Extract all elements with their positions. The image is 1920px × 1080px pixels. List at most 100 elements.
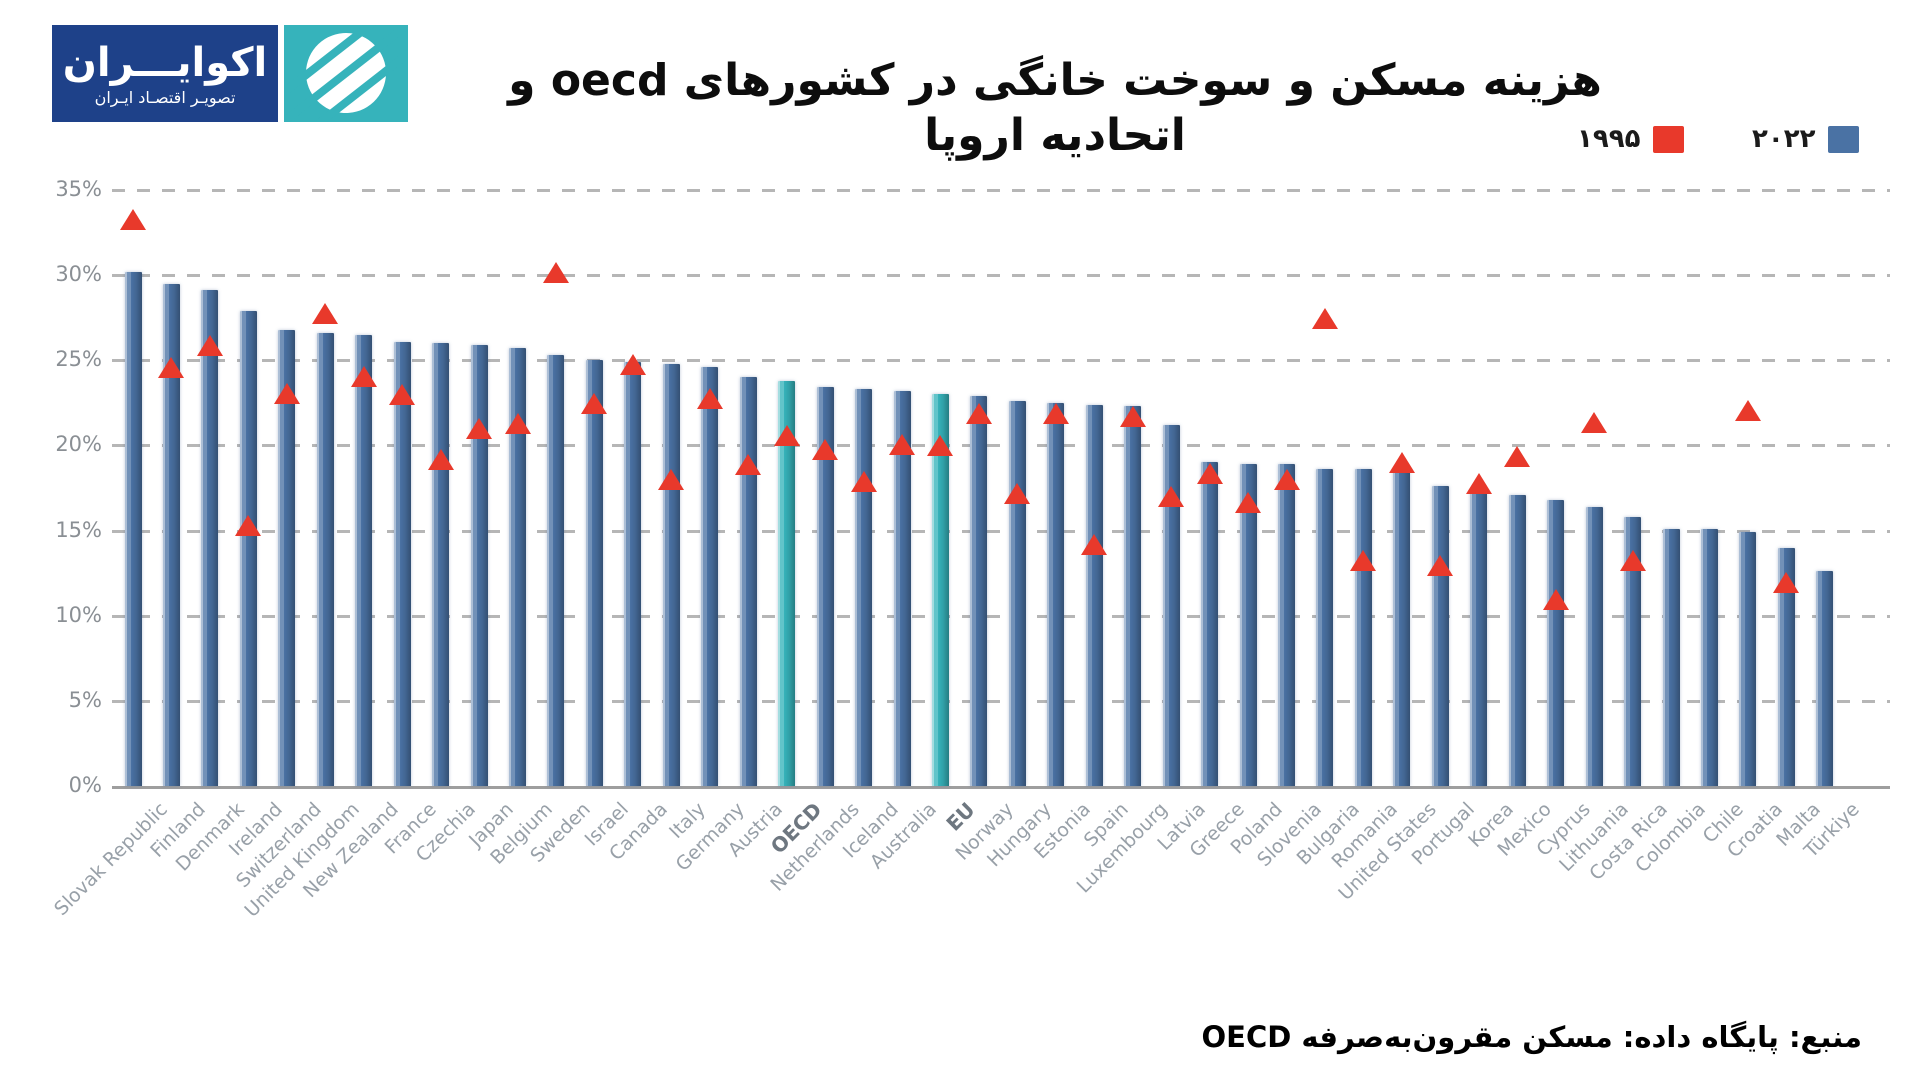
marker-1995-triangle bbox=[1542, 588, 1569, 610]
page-title: هزینه مسکن و سوخت خانگی در کشورهای oecd … bbox=[508, 55, 1602, 162]
brand-tagline: تصویـر اقتصـاد ایـران bbox=[94, 88, 236, 107]
bar-2022 bbox=[1585, 506, 1603, 786]
bar-2022 bbox=[778, 380, 796, 786]
bar-2022 bbox=[893, 390, 911, 786]
legend-item-2022: ۲۰۲۲ bbox=[1752, 124, 1860, 154]
ecoiran-emblem-icon bbox=[284, 25, 408, 122]
bar-2022 bbox=[1278, 464, 1295, 786]
marker-1995-triangle bbox=[273, 382, 300, 404]
marker-1995-triangle bbox=[850, 471, 877, 493]
legend-swatch-1995 bbox=[1653, 125, 1685, 153]
bar-2022 bbox=[1393, 470, 1411, 786]
marker-1995-triangle bbox=[1158, 486, 1185, 508]
bar-2022 bbox=[355, 334, 373, 786]
marker-1995-triangle bbox=[581, 392, 608, 414]
marker-1995-triangle bbox=[619, 353, 646, 375]
gridline-30 bbox=[112, 274, 1890, 278]
bar-2022 bbox=[1201, 462, 1219, 786]
marker-1995-triangle bbox=[196, 334, 223, 356]
bar-2022 bbox=[931, 394, 949, 786]
marker-1995-triangle bbox=[312, 302, 339, 324]
bar-2022 bbox=[585, 360, 603, 786]
bar-2022 bbox=[1508, 494, 1526, 786]
bar-2022 bbox=[278, 329, 296, 786]
marker-1995-triangle bbox=[235, 515, 262, 537]
bar-2022 bbox=[1739, 532, 1757, 786]
bar-2022 bbox=[970, 396, 988, 786]
gridline-20 bbox=[112, 444, 1890, 448]
marker-1995-triangle bbox=[120, 208, 146, 230]
bar-2022 bbox=[1239, 464, 1257, 786]
bar-2022 bbox=[739, 377, 757, 786]
marker-1995-triangle bbox=[1119, 406, 1146, 428]
marker-1995-triangle bbox=[696, 387, 723, 409]
marker-1995-triangle bbox=[965, 403, 992, 425]
y-tick-label: 0% bbox=[68, 773, 102, 797]
bar-2022 bbox=[201, 290, 219, 786]
bar-2022 bbox=[393, 341, 411, 786]
bar-2022 bbox=[855, 389, 873, 786]
marker-1995-triangle bbox=[1004, 483, 1031, 505]
ecoiran-logo: اکوایـــران تصویـر اقتصـاد ایـران bbox=[52, 25, 408, 122]
bar-2022 bbox=[1047, 402, 1065, 786]
y-tick-label: 25% bbox=[55, 347, 102, 372]
marker-1995-triangle bbox=[1465, 472, 1492, 494]
marker-1995-triangle bbox=[1388, 452, 1415, 474]
bar-2022 bbox=[162, 283, 180, 786]
marker-1995-triangle bbox=[350, 365, 377, 387]
y-tick-label: 5% bbox=[68, 687, 102, 712]
marker-1995-triangle bbox=[1581, 411, 1608, 433]
bar-2022 bbox=[1162, 424, 1180, 786]
marker-1995-triangle bbox=[1773, 571, 1800, 593]
bar-2022 bbox=[547, 355, 565, 786]
legend-swatch-2022 bbox=[1828, 125, 1860, 153]
marker-1995-triangle bbox=[1311, 307, 1338, 329]
bar-2022 bbox=[624, 361, 642, 786]
gridline-5 bbox=[112, 699, 1890, 703]
bar-2022 bbox=[662, 363, 680, 786]
bar-2022 bbox=[816, 387, 834, 786]
marker-1995-triangle bbox=[1273, 469, 1300, 491]
marker-1995-triangle bbox=[504, 413, 531, 435]
marker-1995-triangle bbox=[1081, 534, 1108, 556]
source-note: منبع: پایگاه داده: مسکن مقرون‌به‌صرفه OE… bbox=[1201, 1020, 1863, 1054]
marker-1995-triangle bbox=[1350, 549, 1377, 571]
marker-1995-triangle bbox=[466, 418, 493, 440]
bar-2022 bbox=[1008, 401, 1026, 786]
y-tick-label: 15% bbox=[55, 517, 102, 542]
x-axis-line bbox=[112, 786, 1890, 789]
marker-1995-triangle bbox=[158, 357, 185, 379]
y-tick-label: 35% bbox=[55, 176, 102, 201]
bar-2022 bbox=[1124, 406, 1142, 786]
marker-1995-triangle bbox=[542, 261, 569, 283]
marker-1995-triangle bbox=[1734, 399, 1761, 421]
legend-label-2022: ۲۰۲۲ bbox=[1752, 124, 1816, 154]
bar-2022 bbox=[1624, 516, 1642, 786]
y-tick-label: 20% bbox=[55, 432, 102, 457]
marker-1995-triangle bbox=[389, 384, 416, 406]
bar-2022 bbox=[1316, 469, 1334, 786]
gridline-15 bbox=[112, 529, 1890, 533]
bar-2022 bbox=[1700, 528, 1718, 786]
bar-2022 bbox=[239, 310, 257, 786]
marker-1995-triangle bbox=[1504, 445, 1531, 467]
ecoiran-logo-wordmark: اکوایـــران تصویـر اقتصـاد ایـران bbox=[52, 25, 278, 122]
bar-2022 bbox=[1431, 486, 1449, 786]
bar-2022 bbox=[316, 333, 334, 786]
bar-2022 bbox=[124, 271, 142, 786]
legend-label-1995: ۱۹۹۵ bbox=[1577, 124, 1641, 154]
bar-2022 bbox=[1777, 547, 1795, 786]
bar-2022 bbox=[1354, 469, 1372, 786]
marker-1995-triangle bbox=[927, 435, 954, 457]
marker-1995-triangle bbox=[812, 438, 839, 460]
bar-2022 bbox=[432, 343, 450, 786]
bar-2022 bbox=[509, 348, 526, 786]
marker-1995-triangle bbox=[427, 449, 454, 471]
gridline-35 bbox=[112, 188, 1890, 192]
marker-1995-triangle bbox=[773, 425, 800, 447]
marker-1995-triangle bbox=[658, 469, 685, 491]
bar-2022 bbox=[470, 344, 488, 786]
gridline-25 bbox=[112, 359, 1890, 363]
marker-1995-triangle bbox=[1042, 403, 1069, 425]
